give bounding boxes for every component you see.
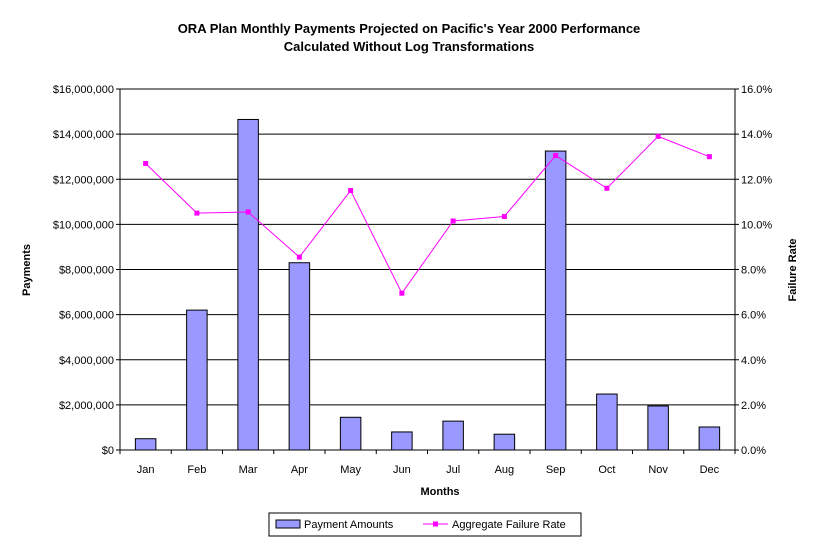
failure-rate-point <box>450 218 456 224</box>
chart-title-line1: ORA Plan Monthly Payments Projected on P… <box>178 21 641 36</box>
x-tick-label: Feb <box>187 464 206 476</box>
failure-rate-point <box>143 160 149 166</box>
y-tick-label: $4,000,000 <box>59 355 114 367</box>
x-tick-label: Nov <box>648 464 668 476</box>
y-tick-label: $12,000,000 <box>53 174 114 186</box>
bar <box>186 309 208 451</box>
x-tick-label: May <box>340 464 361 476</box>
y2-tick-label: 16.0% <box>741 84 772 96</box>
failure-rate-point <box>296 254 302 260</box>
y-axis-title: Payments <box>21 244 33 296</box>
x-tick-label: Mar <box>239 464 258 476</box>
legend-marker-swatch <box>433 521 438 527</box>
x-tick-label: Aug <box>495 464 515 476</box>
bar-series <box>134 118 721 451</box>
y-tick-label: $16,000,000 <box>53 84 114 96</box>
bar <box>288 262 311 451</box>
bar <box>134 438 157 451</box>
failure-rate-point <box>604 185 610 191</box>
line-series <box>143 133 712 296</box>
x-tick-label: Sep <box>546 464 566 476</box>
failure-rate-point <box>399 290 405 296</box>
failure-rate-line <box>145 135 710 295</box>
x-tick-label: Oct <box>598 464 615 476</box>
bar <box>442 420 464 451</box>
y-tick-label: $8,000,000 <box>59 265 114 277</box>
legend-label-failure-rate: Aggregate Failure Rate <box>452 519 566 531</box>
chart-title-line2: Calculated Without Log Transformations <box>284 39 535 54</box>
y-tick-label: $0 <box>102 445 114 457</box>
failure-rate-point <box>245 209 251 215</box>
y2-tick-label: 4.0% <box>741 355 766 367</box>
x-axis-ticks: Jan Feb Mar Apr May Jun Jul Aug Sep Oct Nov Dec <box>119 450 736 476</box>
bar <box>544 150 567 451</box>
y2-tick-label: 12.0% <box>741 174 772 186</box>
bar <box>391 431 413 451</box>
x-tick-label: Jul <box>446 464 460 476</box>
x-tick-label: Jun <box>393 464 411 476</box>
bar <box>237 118 259 451</box>
x-tick-label: Jan <box>137 464 155 476</box>
bar <box>698 426 721 451</box>
y2-tick-label: 2.0% <box>741 400 766 412</box>
failure-rate-point <box>706 154 712 160</box>
y2-tick-label: 6.0% <box>741 310 766 322</box>
bar <box>493 433 516 451</box>
y2-tick-label: 10.0% <box>741 219 772 231</box>
x-tick-label: Dec <box>700 464 720 476</box>
y2-axis-ticks: 0.0% 2.0% 4.0% 6.0% 8.0% 10.0% 12.0% 14.0% 16.0% <box>735 84 772 457</box>
legend: Payment Amounts Aggregate Failure Rate <box>268 512 582 537</box>
failure-rate-point <box>553 153 559 159</box>
y-tick-label: $14,000,000 <box>53 129 114 141</box>
y2-axis-title: Failure Rate <box>787 239 799 302</box>
x-tick-label: Apr <box>291 464 308 476</box>
bar <box>596 393 618 451</box>
x-axis-title: Months <box>420 486 459 498</box>
gridlines <box>120 133 735 406</box>
failure-rate-point <box>501 213 507 219</box>
failure-rate-point <box>655 133 661 139</box>
y-tick-label: $2,000,000 <box>59 400 114 412</box>
y-tick-label: $6,000,000 <box>59 310 114 322</box>
failure-rate-point <box>194 210 200 216</box>
bar <box>647 405 669 451</box>
legend-bar-swatch <box>275 519 301 529</box>
y-tick-label: $10,000,000 <box>53 219 114 231</box>
legend-label-payments: Payment Amounts <box>304 519 394 531</box>
y2-tick-label: 14.0% <box>741 129 772 141</box>
failure-rate-point <box>348 188 354 194</box>
bar <box>339 416 362 451</box>
y-axis-ticks: $0 $2,000,000 $4,000,000 $6,000,000 $8,000,0… <box>53 84 120 457</box>
y2-tick-label: 8.0% <box>741 265 766 277</box>
y2-tick-label: 0.0% <box>741 445 766 457</box>
